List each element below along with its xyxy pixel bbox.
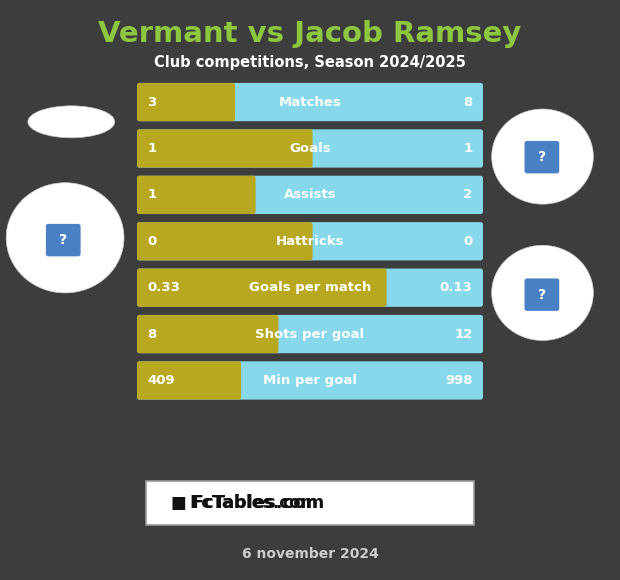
Text: 998: 998 [445,374,472,387]
Ellipse shape [28,106,115,137]
Text: ?: ? [538,150,546,164]
Text: 0: 0 [148,235,157,248]
Text: Vermant vs Jacob Ramsey: Vermant vs Jacob Ramsey [99,20,521,48]
Text: 409: 409 [148,374,175,387]
Text: 3: 3 [148,96,157,108]
Circle shape [492,109,593,204]
FancyBboxPatch shape [137,269,483,307]
Text: 1: 1 [463,142,472,155]
Text: 1: 1 [148,188,157,201]
FancyBboxPatch shape [137,315,483,353]
FancyBboxPatch shape [525,141,559,173]
Circle shape [6,183,124,293]
Text: FcTables.com: FcTables.com [190,494,325,512]
FancyBboxPatch shape [137,315,278,353]
FancyBboxPatch shape [137,176,483,214]
Circle shape [492,245,593,340]
Text: 2: 2 [463,188,472,201]
Text: 8: 8 [463,96,472,108]
Text: Assists: Assists [284,188,336,201]
FancyBboxPatch shape [525,278,559,311]
Text: ?: ? [538,288,546,302]
Text: Shots per goal: Shots per goal [255,328,365,340]
FancyBboxPatch shape [137,129,483,168]
Text: 0.33: 0.33 [148,281,180,294]
Text: 6 november 2024: 6 november 2024 [242,547,378,561]
Text: Goals per match: Goals per match [249,281,371,294]
FancyBboxPatch shape [146,481,474,525]
Text: Club competitions, Season 2024/2025: Club competitions, Season 2024/2025 [154,55,466,70]
FancyBboxPatch shape [137,129,312,168]
Text: ■ FcTables.com: ■ FcTables.com [170,494,318,512]
Text: Min per goal: Min per goal [263,374,357,387]
Text: 1: 1 [148,142,157,155]
FancyBboxPatch shape [137,361,241,400]
FancyBboxPatch shape [137,83,483,121]
Text: Matches: Matches [278,96,342,108]
FancyBboxPatch shape [137,83,235,121]
FancyBboxPatch shape [137,222,483,260]
Text: 0: 0 [463,235,472,248]
FancyBboxPatch shape [137,222,312,260]
FancyBboxPatch shape [137,269,387,307]
Text: 0.13: 0.13 [440,281,472,294]
Text: Hattricks: Hattricks [276,235,344,248]
FancyBboxPatch shape [46,224,81,256]
FancyBboxPatch shape [137,176,255,214]
FancyBboxPatch shape [137,361,483,400]
Text: Goals: Goals [289,142,331,155]
Text: 8: 8 [148,328,157,340]
Text: 12: 12 [454,328,472,340]
Text: ?: ? [59,233,68,247]
